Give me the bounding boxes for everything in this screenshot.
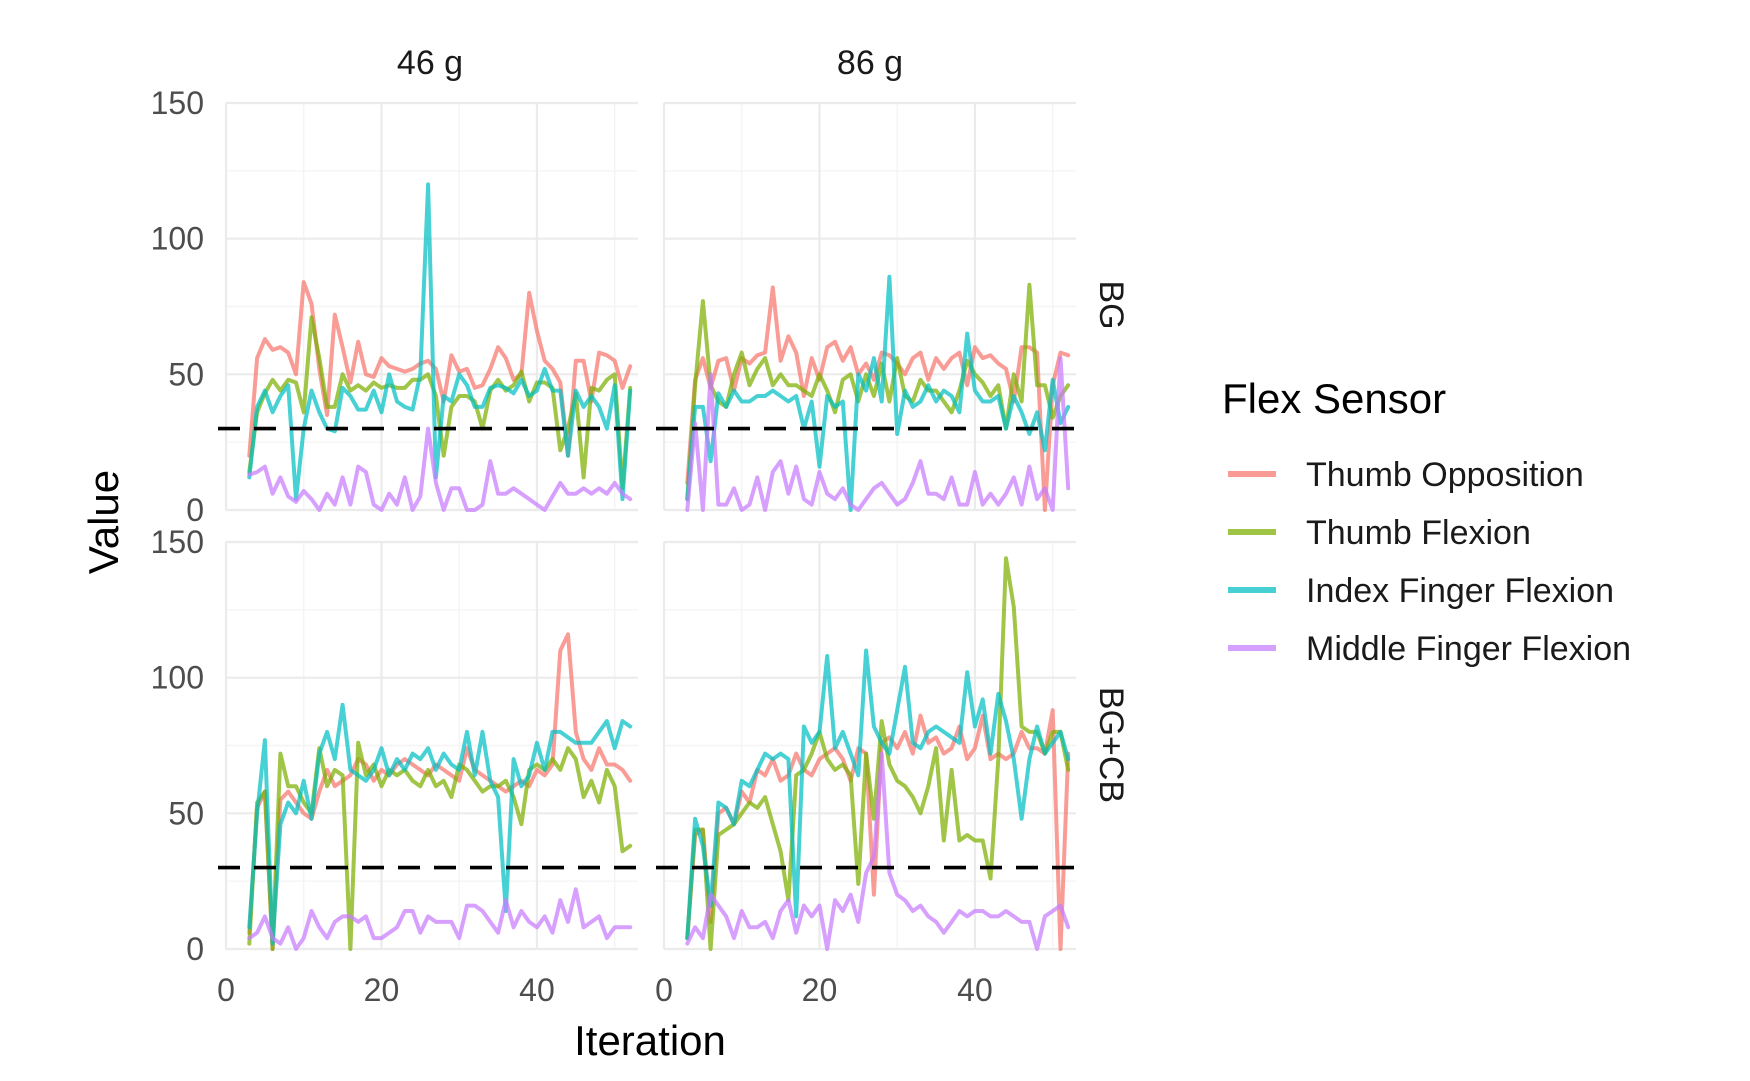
column-strip-label: 86 g	[837, 44, 903, 82]
series-line	[247, 426, 633, 512]
row-strip-label: BG	[1092, 280, 1130, 329]
series-line	[685, 282, 1071, 502]
y-tick-label: 50	[168, 356, 204, 392]
y-tick-label: 150	[151, 524, 204, 560]
legend-label: Middle Finger Flexion	[1306, 630, 1631, 668]
facet-panel	[656, 101, 1080, 512]
y-axis-title: Value	[80, 470, 127, 574]
series-line	[685, 751, 1071, 951]
legend-label: Thumb Flexion	[1306, 514, 1531, 552]
series-line	[247, 740, 633, 951]
legend-label: Thumb Opposition	[1306, 456, 1584, 494]
x-tick-label: 40	[957, 972, 993, 1008]
x-tick-label: 0	[217, 972, 235, 1008]
y-tick-label: 100	[151, 221, 204, 257]
y-tick-label: 0	[186, 492, 204, 528]
series-line	[685, 356, 1071, 512]
legend-label: Index Finger Flexion	[1306, 572, 1614, 610]
x-tick-label: 40	[519, 972, 555, 1008]
series-line	[247, 182, 633, 502]
series-line	[685, 648, 1071, 941]
y-tick-label: 0	[186, 931, 204, 967]
facet-panel: 0 50 100 150 0 20 40	[151, 524, 642, 1008]
legend-entries: Thumb Opposition Thumb Flexion Index Finge…	[1228, 456, 1631, 668]
x-axis-title: Iteration	[574, 1017, 726, 1064]
x-tick-label: 20	[364, 972, 400, 1008]
series-line	[247, 702, 633, 946]
series-line	[685, 556, 1071, 951]
column-strip-label: 46 g	[397, 44, 463, 82]
facet-panel: 0 50 100 150	[151, 85, 642, 528]
x-tick-label: 0	[655, 972, 673, 1008]
series-line	[685, 285, 1071, 512]
series-line	[685, 274, 1071, 512]
legend-title: Flex Sensor	[1222, 375, 1446, 422]
series-line	[247, 887, 633, 951]
x-tick-label: 20	[802, 972, 838, 1008]
y-tick-label: 100	[151, 660, 204, 696]
facet-panel: 0 20 40	[655, 540, 1080, 1008]
y-tick-label: 150	[151, 85, 204, 121]
legend: Flex Sensor Thumb Opposition Thumb Flexio…	[1222, 375, 1631, 668]
row-strip-label: BG+CB	[1092, 687, 1130, 803]
y-tick-label: 50	[168, 795, 204, 831]
